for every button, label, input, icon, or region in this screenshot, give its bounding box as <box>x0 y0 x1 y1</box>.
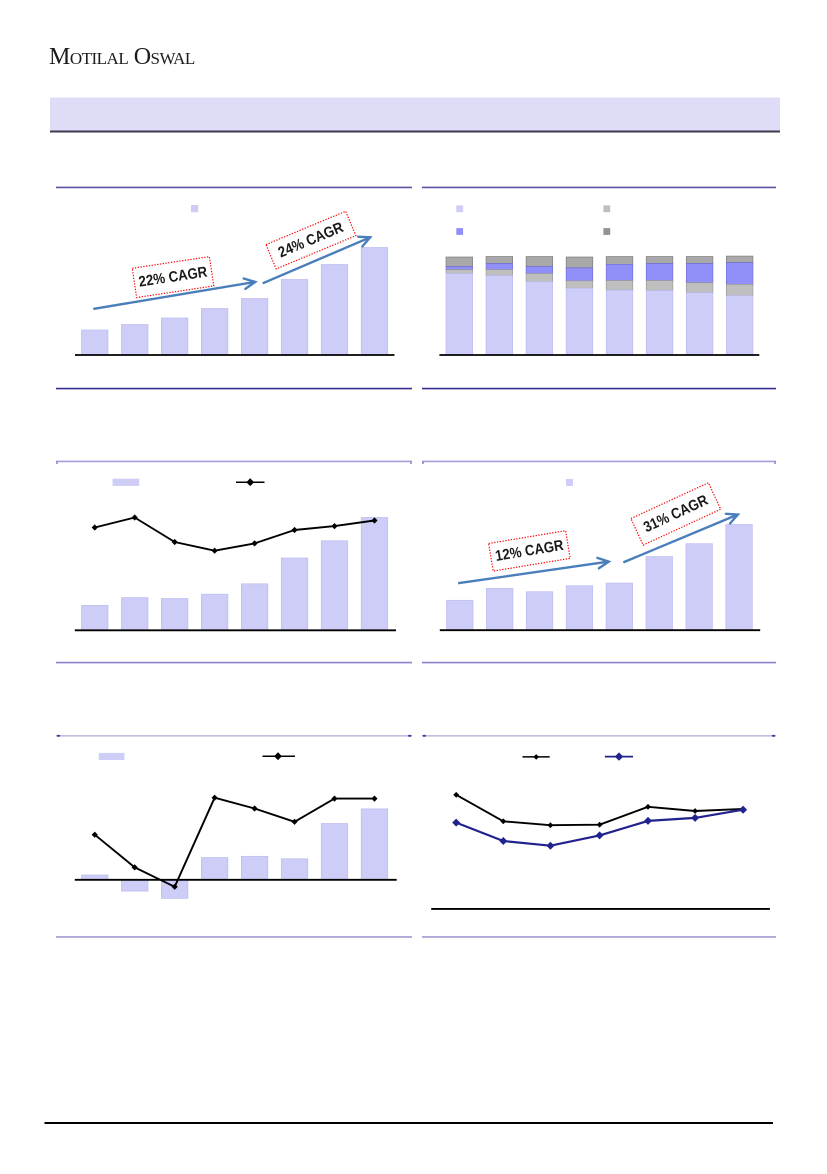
svg-text:Motilal Oswal: Motilal Oswal <box>49 44 195 70</box>
